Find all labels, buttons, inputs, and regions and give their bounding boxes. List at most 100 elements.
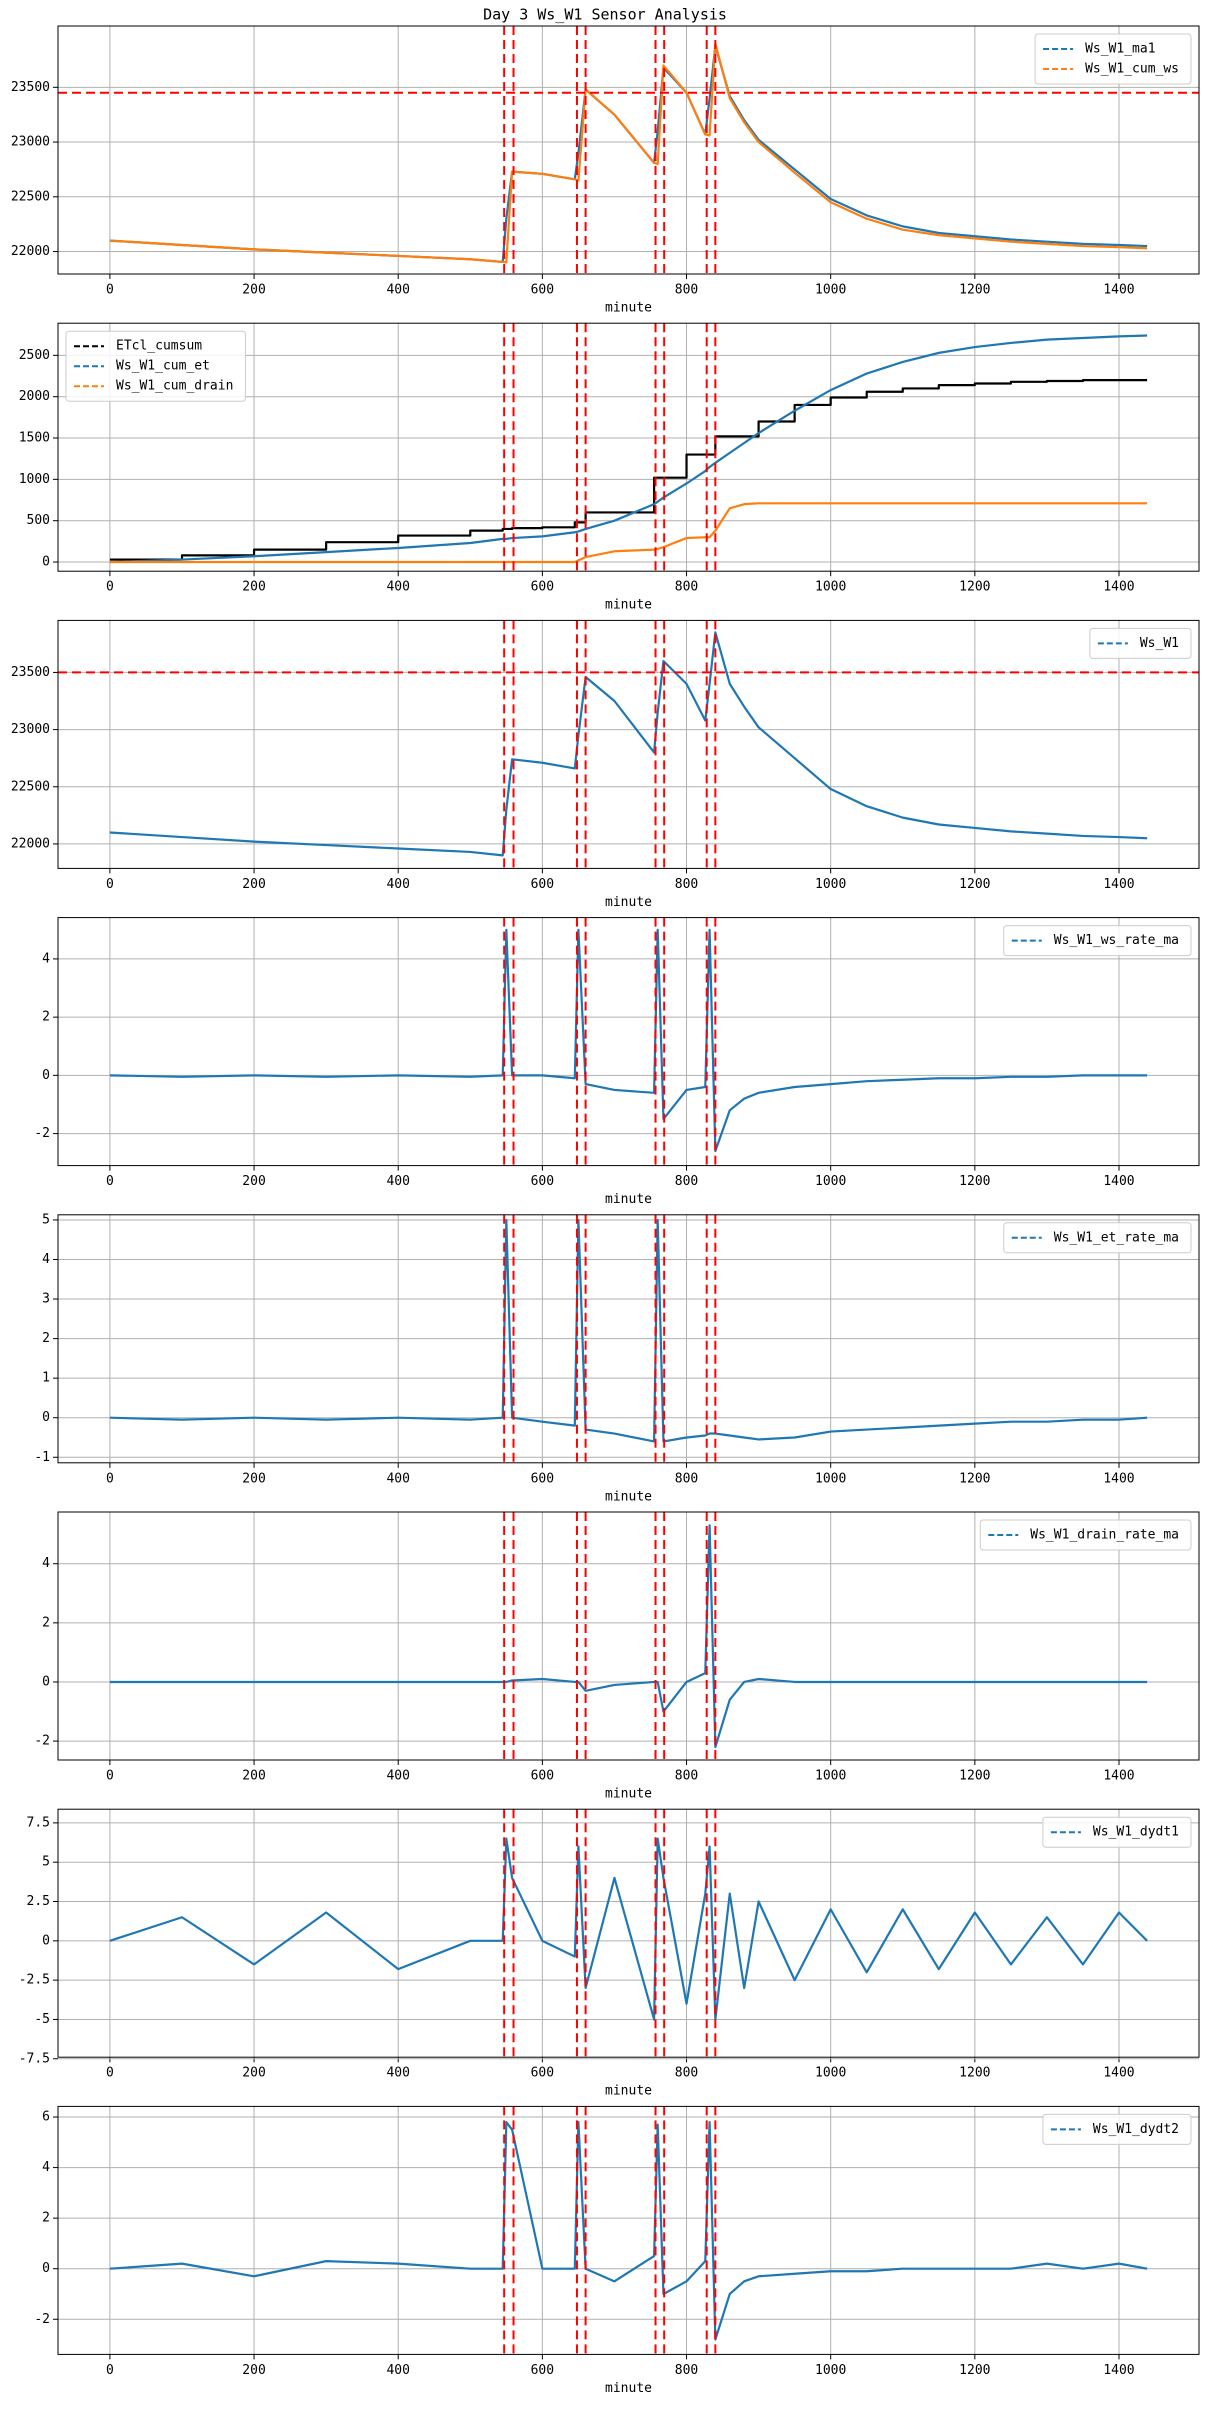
x-tick-label: 1000 xyxy=(815,2066,846,2081)
legend-box xyxy=(1003,925,1192,957)
legend-label: Ws_W1_cum_drain xyxy=(116,379,233,394)
legend: Ws_W1_ws_rate_ma xyxy=(1003,925,1192,957)
x-tick-label: 400 xyxy=(386,2363,409,2378)
series-line xyxy=(109,2120,1148,2341)
y-tick-label: 4 xyxy=(42,1252,50,1267)
x-tick-label: 200 xyxy=(242,1471,265,1486)
x-tick-label: 1200 xyxy=(959,1471,990,1486)
legend-label: Ws_W1_ma1 xyxy=(1085,42,1155,57)
x-tick-label: 1000 xyxy=(815,877,846,892)
x-tick-label: 0 xyxy=(106,877,114,892)
x-tick-label: 1400 xyxy=(1103,1769,1134,1784)
x-tick-label: 1400 xyxy=(1103,1174,1134,1189)
y-tick-label: 4 xyxy=(42,2160,50,2175)
legend: Ws_W1_dydt1 xyxy=(1042,1816,1192,1848)
x-tick-label: 1400 xyxy=(1103,580,1134,595)
y-tick-label: 5 xyxy=(42,1212,50,1227)
x-tick-label: 1400 xyxy=(1103,1471,1134,1486)
y-tick-label: 6 xyxy=(42,2110,50,2125)
y-tick-label: 23500 xyxy=(11,80,50,95)
series-line xyxy=(109,44,1148,264)
axes-frame xyxy=(57,322,1200,572)
legend-label: ETcl_cumsum xyxy=(116,339,202,354)
axes-frame xyxy=(57,25,1200,275)
x-axis-label: minute xyxy=(605,2381,652,2396)
y-tick-label: -2.5 xyxy=(19,1973,50,1988)
y-tick-label: 2000 xyxy=(19,389,50,404)
x-tick-label: 400 xyxy=(386,580,409,595)
y-tick-label: 2.5 xyxy=(27,1894,50,1909)
x-tick-label: 1400 xyxy=(1103,877,1134,892)
axes-frame xyxy=(57,1214,1200,1464)
y-tick-label: 23000 xyxy=(11,722,50,737)
x-tick-label: 1200 xyxy=(959,1174,990,1189)
series-line xyxy=(109,928,1148,1153)
plot-area xyxy=(109,323,1148,572)
x-tick-label: 800 xyxy=(675,580,698,595)
x-tick-label: 1400 xyxy=(1103,2066,1134,2081)
plot-area xyxy=(58,26,1199,274)
x-tick-label: 0 xyxy=(106,1471,114,1486)
x-tick-label: 0 xyxy=(106,2363,114,2378)
x-tick-label: 1200 xyxy=(959,1769,990,1784)
x-tick-label: 200 xyxy=(242,283,265,298)
legend: Ws_W1_dydt2 xyxy=(1042,2113,1192,2145)
axes-frame xyxy=(57,619,1200,869)
series-line xyxy=(109,334,1148,564)
x-tick-label: 1400 xyxy=(1103,283,1134,298)
x-tick-label: 600 xyxy=(531,2066,554,2081)
x-axis-label: minute xyxy=(605,301,652,316)
y-tick-label: 1500 xyxy=(19,431,50,446)
x-tick-label: 200 xyxy=(242,580,265,595)
series-line xyxy=(109,1837,1148,2021)
plot-area xyxy=(109,917,1148,1166)
x-tick-label: 600 xyxy=(531,2363,554,2378)
legend-label: Ws_W1_drain_rate_ma xyxy=(1030,1528,1179,1543)
y-tick-label: 7.5 xyxy=(27,1815,50,1830)
plot-area xyxy=(109,1214,1148,1463)
x-axis-label: minute xyxy=(605,1192,652,1207)
series-line xyxy=(109,1218,1148,1443)
x-axis-label: minute xyxy=(605,1489,652,1504)
x-tick-label: 400 xyxy=(386,1471,409,1486)
y-tick-label: 2 xyxy=(42,1331,50,1346)
axes-frame xyxy=(57,1511,1200,1761)
legend-box xyxy=(1003,1222,1192,1254)
x-tick-label: 200 xyxy=(242,1174,265,1189)
x-tick-label: 0 xyxy=(106,2066,114,2081)
x-tick-label: 800 xyxy=(675,1174,698,1189)
y-tick-label: -1 xyxy=(34,1450,50,1465)
legend-label: Ws_W1 xyxy=(1140,636,1179,651)
x-tick-label: 1000 xyxy=(815,1174,846,1189)
legend-box xyxy=(1034,33,1192,85)
x-tick-label: 400 xyxy=(386,877,409,892)
y-tick-label: 22000 xyxy=(11,244,50,259)
legend-label: Ws_W1_dydt2 xyxy=(1093,2122,1179,2137)
legend-label: Ws_W1_dydt1 xyxy=(1093,1825,1179,1840)
x-tick-label: 200 xyxy=(242,877,265,892)
x-tick-label: 0 xyxy=(106,1769,114,1784)
legend: Ws_W1_drain_rate_ma xyxy=(979,1519,1192,1551)
x-tick-label: 600 xyxy=(531,283,554,298)
plot-area xyxy=(58,620,1199,869)
y-tick-label: 500 xyxy=(27,513,50,528)
x-axis-label: minute xyxy=(605,895,652,910)
x-tick-label: 0 xyxy=(106,283,114,298)
x-tick-label: 1000 xyxy=(815,2363,846,2378)
figure-title: Day 3 Ws_W1 Sensor Analysis xyxy=(483,6,727,24)
x-tick-label: 600 xyxy=(531,1174,554,1189)
x-tick-label: 1000 xyxy=(815,1471,846,1486)
series-line xyxy=(109,379,1148,561)
x-tick-label: 400 xyxy=(386,1769,409,1784)
plot-area xyxy=(109,1809,1148,2058)
x-tick-label: 1000 xyxy=(815,1769,846,1784)
y-tick-label: 0 xyxy=(42,1674,50,1689)
x-tick-label: 600 xyxy=(531,877,554,892)
x-tick-label: 800 xyxy=(675,1769,698,1784)
x-tick-label: 1000 xyxy=(815,283,846,298)
y-tick-label: 22000 xyxy=(11,836,50,851)
y-tick-label: 22500 xyxy=(11,779,50,794)
axes-frame xyxy=(57,1808,1200,2058)
legend-box xyxy=(1042,2113,1192,2145)
